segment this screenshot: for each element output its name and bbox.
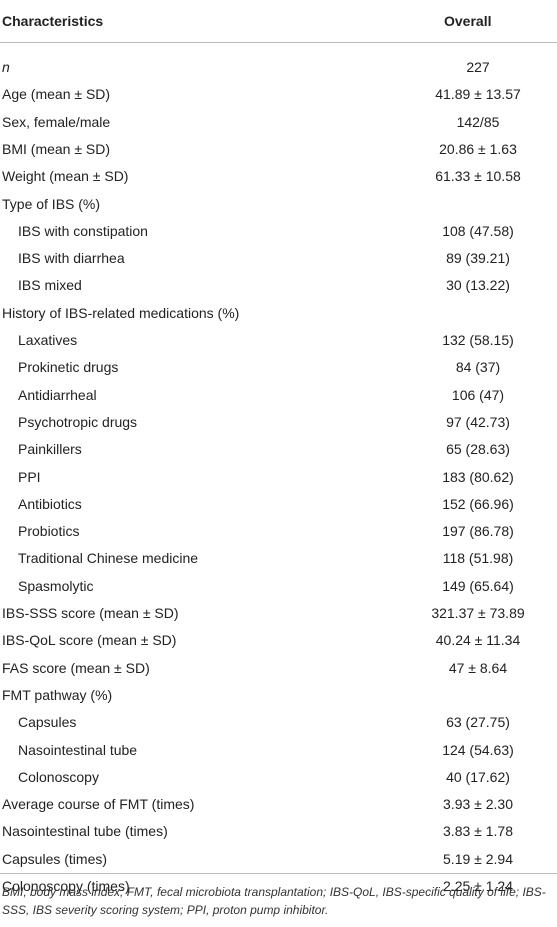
table-row: Antibiotics 152 (66.96) xyxy=(0,490,557,517)
table-row: FAS score (mean ± SD) 47 ± 8.64 xyxy=(0,654,557,681)
row-value: 149 (65.64) xyxy=(442,577,514,594)
row-label: Spasmolytic xyxy=(18,577,94,594)
row-value: 47 ± 8.64 xyxy=(448,659,508,676)
footnote: BMI, body mass index; FMT, fecal microbi… xyxy=(2,885,546,917)
row-label: PPI xyxy=(18,468,41,485)
row-label: Painkillers xyxy=(18,441,82,458)
row-label: Laxatives xyxy=(18,332,78,348)
row-label: IBS-SSS score (mean ± SD) xyxy=(2,605,179,621)
row-label: Type of IBS (%) xyxy=(2,195,101,212)
row-value: 197 (86.78) xyxy=(442,523,514,540)
row-label: Capsules (times) xyxy=(2,850,108,867)
row-value: 118 (51.98) xyxy=(442,550,514,567)
row-label: IBS with constipation xyxy=(18,222,148,239)
row-label: Antibiotics xyxy=(18,495,82,512)
table-row: Nasointestinal tube (times) 3.83 ± 1.78 xyxy=(0,817,557,844)
table-row: Sex, female/male 142/85 xyxy=(0,108,557,135)
row-label: Sex, female/male xyxy=(2,113,111,130)
table-row: IBS-SSS score (mean ± SD) 321.37 ± 73.89 xyxy=(0,599,557,626)
table-row: Prokinetic drugs 84 (37) xyxy=(0,353,557,380)
row-label: Age (mean ± SD) xyxy=(2,86,111,103)
row-value: 65 (28.63) xyxy=(446,441,510,458)
table-row: Type of IBS (%) xyxy=(0,190,557,217)
row-value: 5.19 ± 2.94 xyxy=(443,850,513,867)
table-row: Spasmolytic 149 (65.64) xyxy=(0,572,557,599)
table-row: Weight (mean ± SD) 61.33 ± 10.58 xyxy=(0,162,557,189)
row-value: 97 (42.73) xyxy=(446,413,510,430)
table-row: FMT pathway (%) xyxy=(0,681,557,708)
table-row: Psychotropic drugs 97 (42.73) xyxy=(0,408,557,435)
row-label: IBS-QoL score (mean ± SD) xyxy=(2,632,177,649)
header-cell: Overall xyxy=(444,13,492,29)
row-value: 132 (58.15) xyxy=(442,332,514,348)
table-row: Laxatives 132 (58.15) xyxy=(0,326,557,353)
row-label: n xyxy=(2,59,10,75)
table-row: Capsules (times) 5.19 ± 2.94 xyxy=(0,845,557,872)
row-label: Colonoscopy xyxy=(18,768,99,785)
row-label: Prokinetic drugs xyxy=(18,359,119,376)
row-value: 108 (47.58) xyxy=(442,222,514,239)
table-row: n 227 xyxy=(0,53,557,80)
row-value: 152 (66.96) xyxy=(442,495,514,512)
row-value: 2.25 ± 1.24 xyxy=(443,878,513,894)
row-value: 227 xyxy=(466,59,490,75)
row-label: Nasointestinal tube (times) xyxy=(2,823,168,840)
row-value: 40.24 ± 11.34 xyxy=(435,632,521,649)
table-row: PPI 183 (80.62) xyxy=(0,463,557,490)
row-label: IBS with diarrhea xyxy=(18,250,125,267)
table-row: Nasointestinal tube 124 (54.63) xyxy=(0,736,557,763)
table-row: Painkillers 65 (28.63) xyxy=(0,435,557,462)
row-label: Capsules xyxy=(18,714,77,731)
row-value: 142/85 xyxy=(456,113,500,130)
row-value: 3.93 ± 2.30 xyxy=(443,796,513,813)
row-label: FAS score (mean ± SD) xyxy=(2,659,150,676)
row-value: 40 (17.62) xyxy=(446,768,510,785)
row-label: Traditional Chinese medicine xyxy=(18,550,199,567)
table-row: IBS with diarrhea 89 (39.21) xyxy=(0,244,557,271)
table-row: Probiotics 197 (86.78) xyxy=(0,517,557,544)
row-label: FMT pathway (%) xyxy=(2,686,113,703)
row-label: IBS mixed xyxy=(18,277,82,294)
row-value: 183 (80.62) xyxy=(442,468,514,485)
table-row: Capsules 63 (27.75) xyxy=(0,708,557,735)
row-label: History of IBS-related medications (%) xyxy=(2,304,240,321)
table-row: IBS mixed 30 (13.22) xyxy=(0,271,557,298)
table-row: Colonoscopy 40 (17.62) xyxy=(0,763,557,790)
row-label: Antidiarrheal xyxy=(18,386,97,403)
row-label: Nasointestinal tube xyxy=(18,741,138,758)
row-value: 3.83 ± 1.78 xyxy=(443,823,513,840)
row-value: 84 (37) xyxy=(455,359,501,376)
table-header: Characteristics Overall xyxy=(0,0,557,43)
row-label: Probiotics xyxy=(18,523,80,540)
row-value: 106 (47) xyxy=(451,386,505,403)
table-row: Age (mean ± SD) 41.89 ± 13.57 xyxy=(0,80,557,107)
table-row: History of IBS-related medications (%) xyxy=(0,299,557,326)
row-label: Psychotropic drugs xyxy=(18,413,138,430)
table-row: Antidiarrheal 106 (47) xyxy=(0,381,557,408)
row-value: 61.33 ± 10.58 xyxy=(435,168,521,185)
row-label: BMI (mean ± SD) xyxy=(2,140,111,157)
row-value: 321.37 ± 73.89 xyxy=(431,605,525,621)
row-value: 89 (39.21) xyxy=(446,250,510,267)
table-row: Average course of FMT (times) 3.93 ± 2.30 xyxy=(0,790,557,817)
table-row: Colonoscopy (times) 2.25 ± 1.24 xyxy=(0,872,557,899)
table-rule xyxy=(0,873,557,874)
row-value: 63 (27.75) xyxy=(446,714,510,731)
row-label: Colonoscopy (times) xyxy=(2,878,130,894)
row-label: Average course of FMT (times) xyxy=(2,796,195,813)
table-row: IBS-QoL score (mean ± SD) 40.24 ± 11.34 xyxy=(0,626,557,653)
table-row: IBS with constipation 108 (47.58) xyxy=(0,217,557,244)
row-value: 20.86 ± 1.63 xyxy=(439,140,517,157)
header-cell: Characteristics xyxy=(2,13,104,29)
table-row: Traditional Chinese medicine 118 (51.98) xyxy=(0,544,557,571)
row-value: 30 (13.22) xyxy=(446,277,510,294)
row-value: 41.89 ± 13.57 xyxy=(435,86,521,103)
row-label: Weight (mean ± SD) xyxy=(2,168,129,185)
row-value: 124 (54.63) xyxy=(442,741,514,758)
table-row: BMI (mean ± SD) 20.86 ± 1.63 xyxy=(0,135,557,162)
